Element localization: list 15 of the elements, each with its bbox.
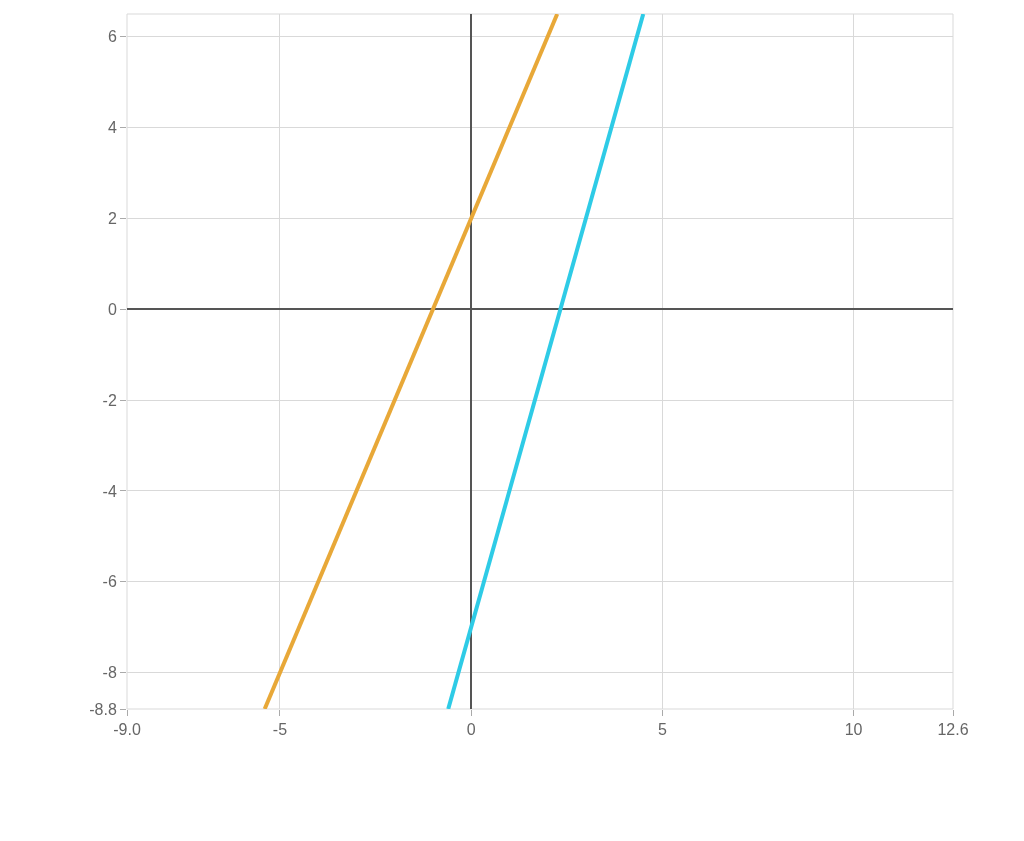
y-tick-label: 0: [107, 300, 117, 318]
x-tick-label: -9.0: [113, 721, 141, 739]
y-tick-label: -6: [102, 573, 117, 591]
y-tick-label: 2: [107, 210, 117, 228]
x-tick-label: 0: [466, 721, 476, 739]
x-tick-label: 5: [657, 721, 667, 739]
x-tick-label: -5: [272, 721, 288, 739]
x-tick-label: 12.6: [937, 721, 969, 739]
x-tick-label: 10: [844, 721, 863, 739]
y-tick-label: -8: [102, 664, 117, 682]
y-tick-label: -4: [102, 482, 117, 500]
y-tick-label: 4: [107, 119, 117, 137]
y-tick-label: 6: [107, 28, 117, 46]
y-tick-label: -2: [102, 391, 117, 409]
y-tick-label: -8.8: [89, 700, 117, 718]
